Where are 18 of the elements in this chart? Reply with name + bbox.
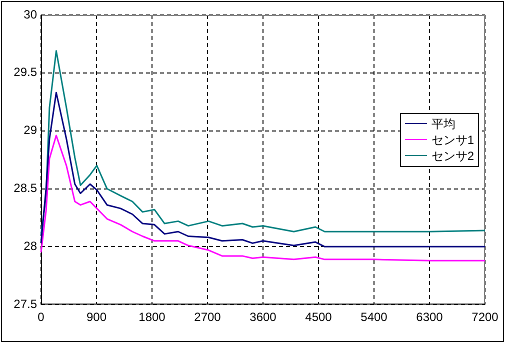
y-tick-label: 29.5 <box>14 65 38 80</box>
y-tick-label: 30 <box>24 7 38 22</box>
x-tick-label: 6300 <box>416 310 444 324</box>
legend-label: センサ2 <box>431 148 474 164</box>
legend-label: 平均 <box>431 116 456 132</box>
legend-label: センサ1 <box>431 132 474 148</box>
y-tick-label: 29 <box>24 123 38 138</box>
y-tick-label: 28.5 <box>14 181 38 196</box>
x-tick-label: 2700 <box>194 310 222 324</box>
x-tick-label: 1800 <box>138 310 166 324</box>
x-tick-label: 0 <box>38 310 45 324</box>
x-tick-label: 4500 <box>305 310 332 324</box>
x-tick-label: 900 <box>86 310 107 324</box>
x-tick-label: 7200 <box>472 310 499 324</box>
x-tick-label: 5400 <box>360 310 388 324</box>
y-tick-label: 27.5 <box>14 296 38 311</box>
y-tick-label: 28 <box>24 238 38 253</box>
x-tick-label: 3600 <box>250 310 277 324</box>
